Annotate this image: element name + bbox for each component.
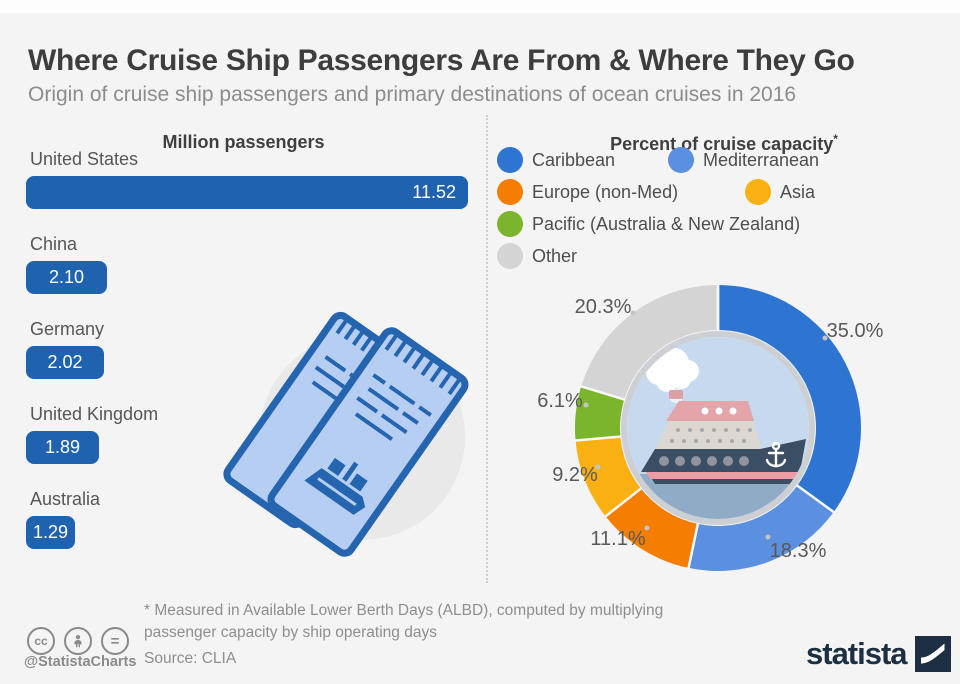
cloud-icon [646, 348, 699, 392]
donut-slice-asia [575, 436, 641, 517]
donut-slice-other [581, 285, 718, 400]
ship-illustration [627, 337, 809, 519]
legend-dot-pacific-australia-new-zealand [497, 211, 523, 237]
footnote-marker: * [833, 131, 838, 146]
sea [627, 474, 809, 519]
bar-category-label: Germany [30, 319, 105, 339]
bar-category-label: Australia [30, 489, 101, 509]
legend-item-mediterranean: Mediterranean [668, 147, 819, 173]
legend-label: Asia [780, 182, 816, 202]
legend-dot-other [497, 243, 523, 269]
page-title: Where Cruise Ship Passengers Are From & … [28, 44, 855, 78]
donut-inner-shadow-ring [621, 331, 815, 525]
label-leader-dot [765, 534, 771, 540]
legend-row: Europe (non-Med) Asia [497, 179, 957, 211]
legend-label: Mediterranean [703, 150, 820, 170]
legend-dot-caribbean [497, 147, 523, 173]
legend-item-other: Other [497, 243, 577, 269]
legend-item-caribbean: Caribbean [497, 147, 615, 173]
legend-item-pacific-australia-new-zealand: Pacific (Australia & New Zealand) [497, 211, 800, 237]
legend-dot-europe-non-med [497, 179, 523, 205]
bar-united-states: 11.52 [26, 176, 468, 209]
donut-slice-pacific-australia-new-zealand [575, 386, 625, 441]
no-derivatives-icon: = [101, 627, 129, 655]
cruise-ship-icon [641, 390, 806, 484]
anchor-icon [765, 441, 787, 468]
legend-dot-mediterranean [668, 147, 694, 173]
donut-value-label-europe-non-med: 11.1% [590, 528, 645, 550]
bar-group-united-states: United States 11.52 [26, 148, 468, 209]
statista-mark-icon [914, 636, 951, 672]
legend-label: Europe (non-Med) [532, 182, 679, 202]
donut-legend: Caribbean Mediterranean Europe (non-Med) As… [497, 147, 957, 275]
donut-value-label-other: 20.3% [575, 296, 632, 318]
bar-chart-heading: Million passengers [162, 131, 325, 152]
legend-label: Other [532, 246, 578, 266]
slice-separator [579, 384, 626, 401]
top-strip [0, 0, 960, 13]
bar-category-label: China [30, 234, 78, 254]
label-leader-dot [583, 402, 589, 408]
label-leader-dot [644, 525, 650, 531]
bar-australia: 1.29 [26, 516, 75, 549]
footnote-line-2: passenger capacity by ship operating day… [144, 623, 437, 641]
donut-slice-caribbean [718, 285, 861, 513]
donut-slice-mediterranean [688, 485, 834, 571]
slice-separator [604, 486, 643, 518]
chart-footnote: * Measured in Available Lower Berth Days… [144, 600, 663, 643]
donut-slice-europe-non-med [605, 488, 698, 568]
bar-value-label: 1.89 [44, 437, 81, 457]
footnote-line-1: * Measured in Available Lower Berth Days… [144, 602, 664, 619]
bar-value-label: 11.52 [412, 182, 456, 202]
bar-united-kingdom: 1.89 [26, 431, 99, 464]
slice-separator [687, 522, 700, 570]
statista-charts-handle: @StatistaCharts [24, 654, 137, 670]
donut-value-label-mediterranean: 18.3% [770, 540, 827, 562]
legend-row: Caribbean Mediterranean [497, 147, 957, 179]
cc-icon: cc [27, 627, 55, 655]
legend-dot-asia [745, 179, 771, 205]
bar-group-united-kingdom: United Kingdom 1.89 [26, 403, 468, 464]
legend-row: Other [497, 243, 957, 275]
bar-value-label: 2.10 [48, 267, 85, 287]
bar-category-label: United Kingdom [30, 404, 159, 424]
bar-germany: 2.02 [26, 346, 104, 379]
bar-group-china: China 2.10 [26, 233, 468, 294]
donut-chart-heading: Percent of cruise capacity* [488, 132, 960, 155]
label-leader-dot [822, 335, 828, 341]
legend-item-europe-non-med: Europe (non-Med) [497, 179, 678, 205]
legend-label: Pacific (Australia & New Zealand) [532, 214, 801, 234]
bar-group-germany: Germany 2.02 [26, 318, 468, 379]
source-label: Source: CLIA [144, 650, 237, 667]
slice-separator [574, 435, 622, 442]
page-subtitle: Origin of cruise ship passengers and pri… [28, 83, 797, 106]
bar-category-label: United States [30, 149, 139, 169]
label-leader-dot [630, 310, 636, 316]
label-leader-dot [595, 464, 601, 470]
donut-value-label-pacific-australia-new-zealand: 6.1% [537, 390, 583, 412]
statista-logo: statista [806, 636, 951, 672]
legend-item-asia: Asia [745, 179, 815, 205]
license-badges: cc = [27, 627, 129, 655]
bar-value-label: 1.29 [32, 522, 69, 542]
panel-divider [486, 115, 488, 583]
smoke-puff [669, 389, 683, 403]
bar-group-australia: Australia 1.29 [26, 488, 468, 549]
bar-china: 2.10 [26, 261, 107, 294]
legend-label: Caribbean [532, 150, 616, 170]
donut-value-label-caribbean: 35.0% [827, 320, 884, 342]
bar-value-label: 2.02 [47, 352, 83, 372]
slice-separator [795, 484, 836, 514]
donut-value-label-asia: 9.2% [552, 464, 598, 486]
donut-heading-text: Percent of cruise capacity [610, 133, 834, 154]
legend-row: Pacific (Australia & New Zealand) [497, 211, 957, 243]
statista-wordmark: statista [806, 636, 908, 671]
attribution-icon [64, 627, 92, 655]
